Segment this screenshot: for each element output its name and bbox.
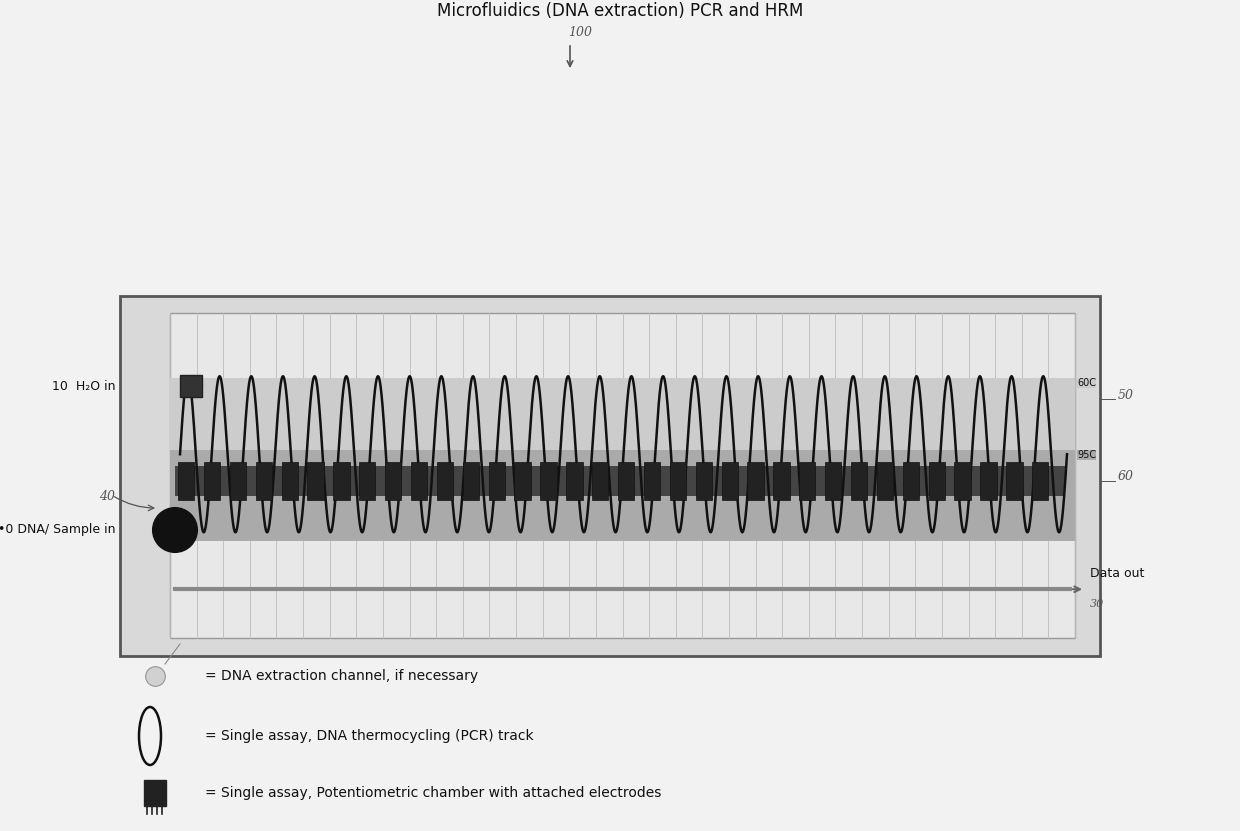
- Bar: [877, 461, 893, 499]
- Text: 50: 50: [1118, 389, 1135, 401]
- Bar: [929, 461, 945, 499]
- Text: 60: 60: [1118, 470, 1135, 484]
- Bar: [203, 461, 221, 499]
- Bar: [593, 461, 609, 499]
- Bar: [175, 465, 1065, 495]
- Text: 60C: 60C: [1078, 378, 1096, 388]
- Bar: [436, 461, 453, 499]
- Bar: [618, 461, 635, 499]
- Bar: [255, 461, 272, 499]
- Bar: [179, 461, 195, 499]
- Text: •0 DNA/ Sample in: •0 DNA/ Sample in: [0, 524, 115, 537]
- Bar: [825, 461, 841, 499]
- Bar: [386, 461, 402, 499]
- Bar: [1006, 461, 1023, 499]
- Bar: [360, 461, 376, 499]
- Bar: [955, 461, 971, 499]
- Bar: [903, 461, 919, 499]
- Bar: [281, 461, 298, 499]
- Bar: [722, 461, 738, 499]
- Bar: [515, 461, 531, 499]
- Bar: [170, 450, 1075, 540]
- Bar: [229, 461, 246, 499]
- Bar: [981, 461, 997, 499]
- Text: 40: 40: [99, 490, 115, 504]
- Bar: [541, 461, 557, 499]
- Text: 10  H₂O in: 10 H₂O in: [52, 380, 115, 392]
- Point: [145, 669, 165, 682]
- Bar: [170, 378, 1075, 450]
- Bar: [489, 461, 505, 499]
- Bar: [410, 461, 428, 499]
- Text: = DNA extraction channel, if necessary: = DNA extraction channel, if necessary: [205, 669, 479, 683]
- Bar: [334, 461, 350, 499]
- Bar: [748, 461, 764, 499]
- Text: = Single assay, DNA thermocycling (PCR) track: = Single assay, DNA thermocycling (PCR) …: [205, 729, 533, 743]
- Bar: [670, 461, 686, 499]
- Bar: [1032, 461, 1048, 499]
- Bar: [144, 780, 166, 806]
- Bar: [180, 375, 202, 397]
- Text: Microfluidics (DNA extraction) PCR and HRM: Microfluidics (DNA extraction) PCR and H…: [436, 2, 804, 20]
- Bar: [567, 461, 583, 499]
- Bar: [120, 296, 1100, 656]
- Bar: [308, 461, 324, 499]
- Text: Data out: Data out: [1090, 568, 1145, 580]
- Bar: [170, 313, 1075, 638]
- Text: 95C: 95C: [1078, 450, 1096, 460]
- Bar: [644, 461, 660, 499]
- Bar: [774, 461, 790, 499]
- Bar: [851, 461, 867, 499]
- Text: 100: 100: [568, 26, 591, 39]
- Circle shape: [153, 508, 197, 552]
- Bar: [463, 461, 479, 499]
- Text: = Single assay, Potentiometric chamber with attached electrodes: = Single assay, Potentiometric chamber w…: [205, 786, 661, 800]
- Bar: [696, 461, 712, 499]
- Text: 30: 30: [1090, 599, 1105, 609]
- Bar: [799, 461, 816, 499]
